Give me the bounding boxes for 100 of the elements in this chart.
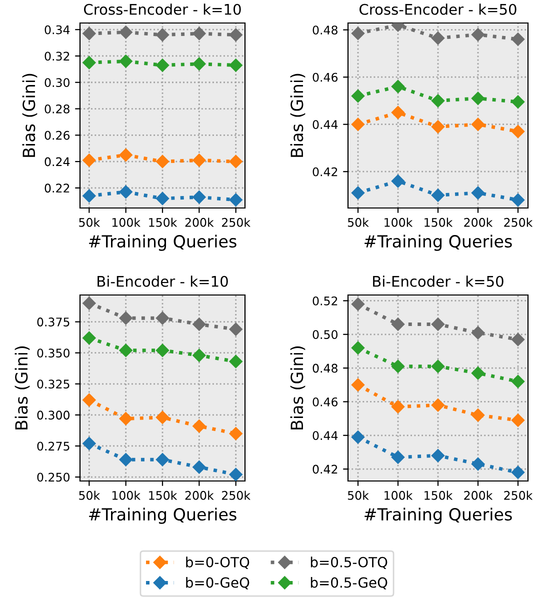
point [391, 450, 405, 464]
point [82, 154, 96, 167]
point [156, 410, 170, 424]
x-axis-title: #Training Queries [364, 234, 512, 251]
y-tick-label: 0.375 [37, 318, 70, 326]
x-tick-label: 100k [384, 218, 413, 227]
point [471, 457, 485, 471]
point [156, 58, 170, 72]
x-tick-label: 100k [112, 218, 140, 227]
point [82, 26, 96, 40]
point [391, 400, 405, 414]
y-tick-label: 0.42 [312, 167, 338, 176]
x-tick-label: 200k [185, 218, 214, 227]
point [431, 448, 445, 462]
point [82, 189, 96, 202]
point [156, 312, 170, 325]
point [391, 318, 405, 331]
point [156, 28, 170, 42]
point [431, 94, 445, 108]
x-tick-label: 50k [79, 490, 100, 500]
x-axis-title: #Training Queries [364, 508, 512, 524]
point [229, 322, 242, 336]
point [351, 341, 365, 354]
point [351, 430, 365, 444]
point [511, 32, 525, 46]
y-tick-label: 0.46 [312, 72, 338, 82]
point [82, 436, 96, 450]
point [192, 420, 206, 433]
point [351, 118, 365, 131]
y-tick-label: 0.325 [37, 380, 70, 389]
x-tick-label: 150k [149, 218, 178, 227]
y-tick-label: 0.26 [44, 130, 70, 140]
point [229, 154, 242, 168]
point [82, 296, 96, 310]
point [471, 92, 485, 105]
y-tick-label: 0.44 [312, 431, 338, 440]
y-tick-label: 0.32 [44, 52, 70, 61]
y-axis-title: Bias (Gini) [14, 346, 30, 430]
y-tick-label: 0.48 [312, 26, 338, 35]
point [156, 344, 170, 357]
point [351, 378, 365, 392]
point [192, 460, 206, 474]
y-tick-label: 0.24 [44, 157, 70, 166]
point [431, 318, 445, 331]
y-axis-title: Bias (Gini) [22, 74, 38, 157]
x-tick-label: 50k [348, 218, 369, 227]
legend-label: b=0.5-OTQ [310, 556, 388, 569]
legend-label: b=0-OTQ [186, 556, 250, 569]
point [229, 58, 242, 72]
point [119, 148, 132, 162]
x-tick-label: 150k [424, 490, 453, 500]
point [471, 326, 485, 340]
y-tick-label: 0.275 [37, 442, 70, 451]
point [229, 426, 242, 440]
point [229, 193, 242, 206]
x-tick-label: 250k [222, 218, 250, 227]
x-tick-label: 150k [424, 218, 453, 227]
y-tick-label: 0.250 [37, 472, 70, 482]
point [192, 190, 206, 204]
point [431, 188, 445, 202]
x-tick-label: 200k [464, 218, 493, 227]
point [156, 453, 170, 466]
y-tick-label: 0.22 [44, 184, 70, 193]
chart-title: Cross-Encoder - k=10 [84, 4, 241, 15]
point [156, 192, 170, 206]
y-tick-label: 0.46 [312, 397, 338, 406]
y-tick-label: 0.48 [312, 364, 338, 373]
point [471, 186, 485, 200]
point [119, 453, 132, 466]
point [431, 120, 445, 134]
y-axis-title: Bias (Gini) [290, 74, 306, 157]
point [511, 193, 525, 207]
chart-title: Bi-Encoder - k=10 [98, 276, 228, 287]
x-tick-label: 200k [464, 490, 493, 500]
point [156, 154, 170, 168]
point [511, 414, 525, 427]
point [471, 118, 485, 131]
point [119, 344, 132, 357]
point [511, 95, 525, 108]
point [119, 26, 132, 39]
point [229, 468, 242, 481]
point [471, 408, 485, 422]
point [351, 298, 365, 311]
point [351, 26, 365, 40]
point [431, 32, 445, 45]
y-tick-label: 0.42 [312, 464, 338, 474]
x-axis-title: #Training Queries [89, 508, 236, 524]
x-tick-label: 250k [504, 490, 533, 500]
point [351, 186, 365, 200]
point [511, 332, 525, 346]
point [192, 318, 206, 331]
y-tick-label: 0.350 [37, 348, 70, 358]
point [511, 466, 525, 480]
point [471, 366, 485, 380]
point [119, 54, 132, 68]
point [192, 57, 206, 70]
chart-title: Cross-Encoder - k=50 [360, 4, 516, 15]
x-tick-label: 50k [348, 490, 369, 500]
y-axis-title: Bias (Gini) [290, 346, 306, 430]
y-tick-label: 0.44 [312, 120, 338, 130]
